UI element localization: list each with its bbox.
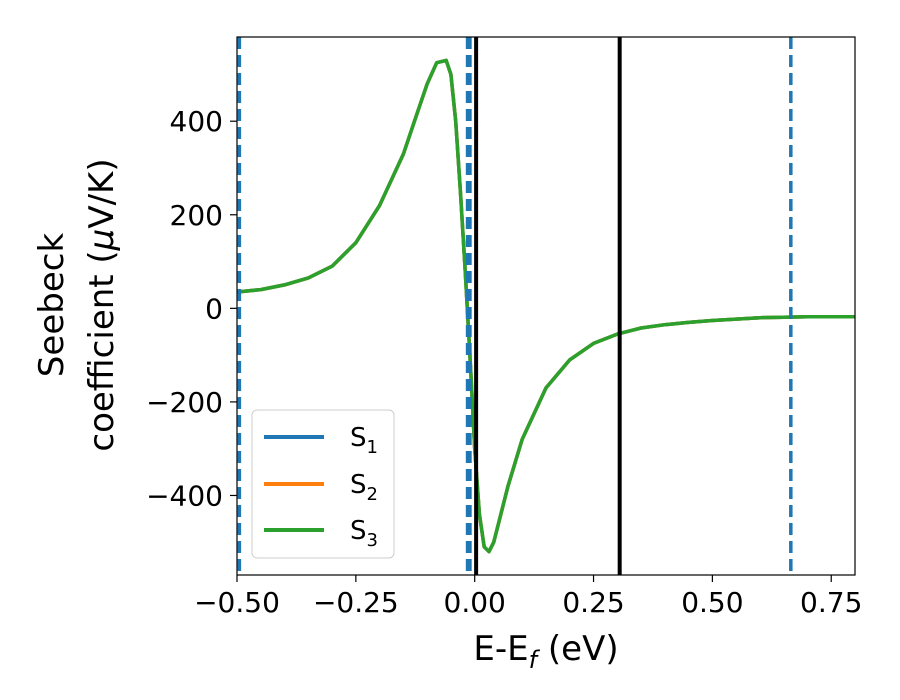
plot-frame bbox=[236, 36, 856, 576]
x-tick-label-0: −0.50 bbox=[194, 586, 280, 619]
x-tick-label-4: 0.50 bbox=[681, 586, 743, 619]
x-axis-title: E-Ef (eV) bbox=[473, 629, 618, 674]
y-axis-title-line1: Seebeck bbox=[32, 233, 72, 378]
legend-label-s3: S bbox=[350, 516, 367, 546]
x-axis-title-main: E-E bbox=[473, 629, 528, 669]
legend-sub-s3: 3 bbox=[367, 530, 378, 551]
legend: S1 S2 S3 bbox=[251, 409, 395, 559]
x-tick-label-3: 0.25 bbox=[562, 586, 624, 619]
x-tick-label-5: 0.75 bbox=[800, 586, 862, 619]
svg-text:E-Ef (eV): E-Ef (eV) bbox=[473, 629, 618, 674]
plot-area bbox=[237, 37, 855, 575]
legend-label-s1: S bbox=[350, 423, 367, 453]
legend-entry-s1: S1 bbox=[264, 423, 378, 458]
x-tick-label-2: 0.00 bbox=[444, 586, 506, 619]
y-axis-title-line2: coefficient ( bbox=[82, 250, 122, 451]
legend-entry-s3: S3 bbox=[264, 516, 378, 551]
y-tick-label-3: −200 bbox=[146, 386, 223, 419]
y-tick-label-0: 400 bbox=[170, 105, 223, 138]
legend-entry-s2: S2 bbox=[264, 470, 378, 505]
legend-sub-s2: 2 bbox=[367, 484, 378, 505]
x-tick-label-1: −0.25 bbox=[313, 586, 399, 619]
y-axis-title-unit: V/K) bbox=[82, 158, 122, 228]
legend-sub-s1: 1 bbox=[367, 437, 378, 458]
svg-text:S1: S1 bbox=[350, 423, 378, 458]
y-axis-title-mu: μ bbox=[82, 229, 122, 252]
svg-text:S2: S2 bbox=[350, 470, 378, 505]
svg-text:coefficient (μV/K): coefficient (μV/K) bbox=[82, 158, 122, 451]
axis-ticks: −0.50 −0.25 0.00 0.25 0.50 0.75 400 200 0 −200 −40… bbox=[146, 105, 862, 619]
series-line-s3 bbox=[237, 58, 855, 554]
svg-text:S3: S3 bbox=[350, 516, 378, 551]
x-axis-title-unit: (eV) bbox=[537, 629, 619, 669]
y-axis-title: Seebeck coefficient (μV/K) bbox=[32, 158, 122, 451]
legend-label-s2: S bbox=[350, 470, 367, 500]
y-tick-label-4: −400 bbox=[146, 479, 223, 512]
y-tick-label-1: 200 bbox=[170, 199, 223, 232]
y-tick-label-2: 0 bbox=[205, 292, 223, 325]
